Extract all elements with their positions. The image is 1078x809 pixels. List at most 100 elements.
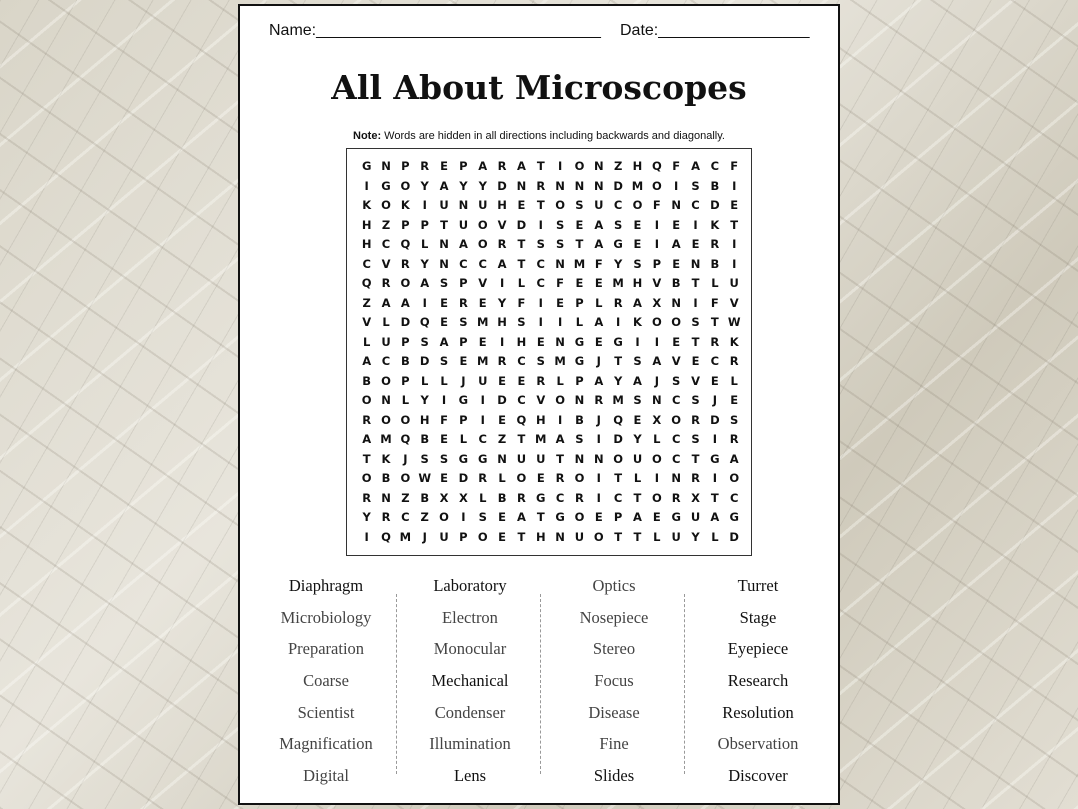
grid-letter: R — [400, 256, 410, 271]
grid-letter: K — [362, 198, 372, 212]
grid-letter: Z — [613, 159, 623, 173]
grid-letter: R — [710, 237, 720, 251]
grid-letter: A — [362, 432, 372, 446]
grid-letter: C — [613, 198, 623, 212]
word-item: Condenser — [434, 702, 506, 722]
grid-letter: T — [633, 529, 642, 544]
grid-letter: O — [651, 490, 662, 505]
grid-letter: J — [596, 354, 601, 368]
word-item: Observation — [717, 734, 799, 754]
grid-letter: E — [672, 217, 681, 232]
grid-letter: Q — [419, 315, 430, 329]
word-item: Electron — [442, 607, 498, 627]
grid-letter: E — [710, 373, 719, 388]
grid-letter: Y — [691, 529, 700, 544]
grid-letter: R — [516, 490, 526, 505]
grid-letter: A — [516, 510, 526, 524]
grid-letter: U — [671, 529, 681, 544]
grid-letter: A — [729, 451, 739, 466]
grid-letter: L — [730, 373, 738, 388]
grid-letter: O — [439, 510, 449, 524]
grid-letter: A — [458, 237, 468, 251]
grid-letter: F — [517, 295, 526, 310]
word-item: Optics — [592, 576, 636, 595]
grid-letter: X — [458, 490, 468, 505]
name-field: Name:________________________________ — [269, 22, 601, 39]
grid-letter: O — [729, 471, 740, 485]
grid-letter: L — [421, 237, 429, 251]
grid-letter: B — [400, 354, 410, 368]
grid-letter: I — [538, 315, 543, 329]
grid-letter: O — [651, 178, 662, 193]
grid-letter: R — [536, 178, 546, 193]
grid-letter: U — [458, 217, 469, 232]
word-item: Stage — [739, 607, 777, 627]
grid-letter: Y — [420, 256, 429, 271]
grid-letter: N — [671, 198, 681, 212]
grid-letter: C — [555, 490, 565, 505]
word-item: Diaphragm — [288, 576, 364, 595]
grid-letter: S — [517, 315, 526, 329]
grid-letter: N — [497, 451, 507, 466]
grid-letter: N — [381, 490, 391, 505]
grid-letter: D — [516, 217, 527, 232]
grid-letter: I — [499, 276, 505, 290]
grid-letter: K — [729, 334, 739, 349]
grid-letter: C — [729, 490, 739, 505]
grid-letter: A — [710, 510, 720, 524]
grid-letter: E — [440, 471, 448, 485]
grid-letter: E — [594, 276, 603, 290]
divider — [396, 594, 397, 774]
word-item: Resolution — [722, 702, 794, 722]
grid-letter: C — [478, 256, 487, 271]
grid-letter: R — [381, 276, 391, 290]
grid-letter: H — [632, 276, 643, 290]
word-item: Research — [727, 671, 789, 691]
grid-letter: N — [555, 178, 565, 193]
grid-letter: H — [361, 237, 372, 251]
grid-letter: N — [671, 471, 681, 485]
grid-letter: P — [401, 217, 410, 232]
grid-letter: U — [439, 198, 449, 212]
grid-letter: E — [536, 471, 545, 485]
grid-letter: J — [654, 373, 659, 388]
grid-letter: I — [499, 334, 505, 349]
grid-letter: T — [575, 237, 584, 251]
grid-letter: O — [574, 471, 585, 485]
grid-letter: O — [361, 471, 372, 485]
grid-letter: F — [672, 159, 681, 173]
grid-letter: Q — [400, 237, 411, 251]
grid-letter: H — [516, 334, 527, 349]
grid-letter: T — [362, 451, 371, 466]
grid-letter: U — [574, 529, 585, 544]
grid-letter: I — [732, 256, 737, 271]
grid-letter: A — [555, 432, 565, 446]
grid-letter: V — [536, 393, 546, 407]
grid-letter: C — [517, 393, 526, 407]
grid-letter: M — [399, 529, 412, 544]
page-title: All About Microscopes — [331, 68, 747, 107]
grid-letter: P — [459, 334, 468, 349]
grid-letter: Z — [497, 432, 507, 446]
grid-letter: Q — [651, 159, 662, 173]
grid-letter: R — [691, 471, 700, 485]
grid-letter: N — [574, 178, 585, 193]
grid-letter: O — [400, 178, 411, 193]
grid-letter: I — [422, 198, 427, 212]
grid-letter: S — [613, 217, 623, 232]
worksheet-page: Name:________________________________ Da… — [238, 4, 840, 805]
date-field: Date:_________________ — [620, 22, 810, 39]
grid-letter: G — [458, 451, 469, 466]
grid-letter: U — [478, 373, 488, 388]
grid-letter: I — [557, 412, 563, 427]
word-item: Lens — [453, 766, 487, 786]
grid-letter: B — [497, 490, 507, 505]
grid-letter: E — [672, 334, 681, 349]
grid-letter: S — [536, 237, 545, 251]
grid-letter: C — [401, 510, 410, 524]
grid-letter: T — [633, 490, 642, 505]
grid-letter: L — [517, 276, 526, 290]
